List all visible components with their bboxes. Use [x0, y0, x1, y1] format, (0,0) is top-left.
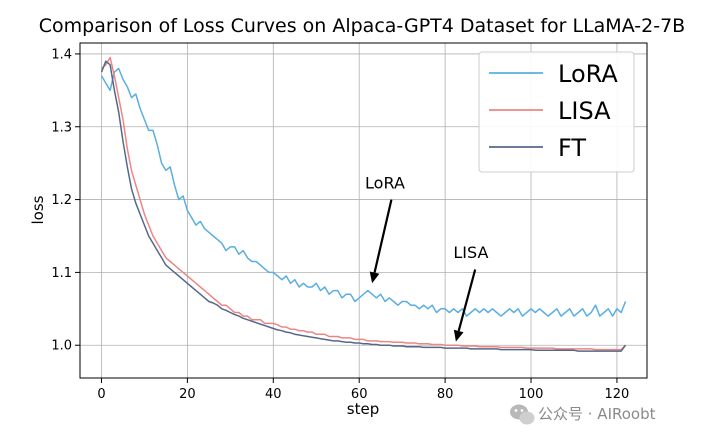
y-tick-label: 1.0	[51, 339, 72, 354]
y-tick-label: 1.3	[51, 120, 72, 135]
annotations: LoRA LISA	[365, 174, 488, 342]
x-axis-title: step	[347, 400, 379, 418]
wechat-icon	[510, 404, 535, 425]
annotation-arrowhead-lora	[369, 271, 380, 284]
legend-label-lora: LoRA	[558, 60, 618, 88]
series-line-lisa	[101, 56, 627, 351]
y-tick-label: 1.4	[51, 47, 72, 62]
annotation-arrowhead-lisa	[453, 329, 464, 342]
annotation-arrow-lisa	[457, 269, 477, 332]
x-tick-label: 20	[179, 387, 196, 402]
plot-lines	[100, 56, 627, 352]
plot-area-frame	[79, 42, 648, 379]
annotation-label-lora: LoRA	[365, 174, 405, 193]
x-tick-label: 40	[265, 387, 282, 402]
x-tick-label: 80	[437, 387, 454, 402]
legend-box	[478, 51, 635, 173]
series-line-ft	[100, 60, 627, 352]
annotation-arrow-lora	[373, 199, 393, 273]
legend-label-ft: FT	[558, 134, 586, 162]
legend-label-lisa: LISA	[558, 97, 611, 125]
x-axis-ticks: 0 20 40 60 80 100 120	[97, 378, 629, 402]
annotation-label-lisa: LISA	[453, 243, 488, 262]
watermark: 公众号 · AIRoobt	[510, 404, 656, 425]
y-tick-label: 1.2	[51, 193, 72, 208]
legend: LoRA LISA FT	[478, 51, 635, 173]
chart-title: Comparison of Loss Curves on Alpaca-GPT4…	[39, 15, 685, 37]
watermark-text: 公众号 · AIRoobt	[538, 405, 656, 423]
x-tick-label: 100	[519, 387, 544, 402]
y-tick-label: 1.1	[51, 266, 72, 281]
x-tick-label: 60	[351, 387, 368, 402]
x-tick-label: 120	[605, 387, 630, 402]
y-axis-ticks: 1.0 1.1 1.2 1.3 1.4	[51, 47, 80, 354]
series-line-lora	[100, 67, 627, 317]
y-axis-title: loss	[29, 195, 47, 224]
x-tick-label: 0	[97, 387, 105, 402]
